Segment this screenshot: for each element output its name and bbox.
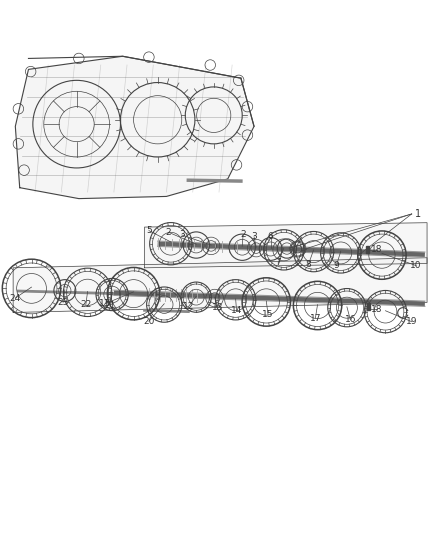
Text: 10: 10	[410, 261, 422, 270]
Text: 22: 22	[80, 300, 92, 309]
Text: 1: 1	[415, 209, 421, 219]
Text: 13: 13	[212, 303, 224, 312]
Text: 15: 15	[262, 310, 274, 319]
Text: 6: 6	[268, 232, 274, 241]
Text: 12: 12	[183, 302, 194, 311]
Text: 8: 8	[305, 260, 311, 269]
Polygon shape	[145, 223, 427, 268]
Polygon shape	[15, 56, 254, 199]
Text: 14: 14	[231, 306, 242, 315]
Text: 20: 20	[143, 317, 155, 326]
FancyBboxPatch shape	[367, 303, 370, 310]
Text: 18: 18	[371, 245, 382, 254]
Text: 21: 21	[105, 302, 116, 310]
Text: 3: 3	[179, 230, 185, 239]
Text: 23: 23	[57, 298, 69, 307]
Text: 7: 7	[275, 259, 281, 268]
Text: 24: 24	[10, 294, 21, 303]
Text: 18: 18	[371, 305, 382, 314]
Text: 9: 9	[333, 261, 339, 270]
Text: 2: 2	[240, 230, 246, 239]
Text: 17: 17	[310, 314, 321, 322]
Text: 3: 3	[251, 232, 257, 241]
Polygon shape	[13, 258, 427, 312]
Text: 5: 5	[146, 226, 152, 235]
FancyBboxPatch shape	[366, 246, 369, 253]
Text: 11: 11	[99, 299, 111, 308]
Text: 2: 2	[166, 228, 171, 237]
Text: 16: 16	[345, 316, 356, 325]
Text: 19: 19	[406, 317, 417, 326]
